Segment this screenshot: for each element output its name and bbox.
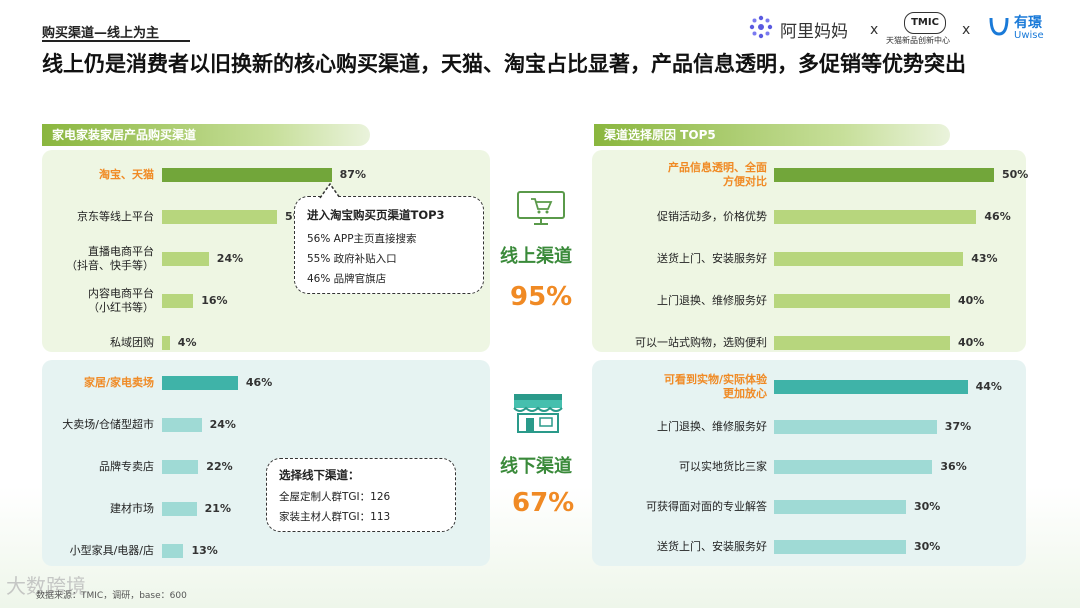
bar — [162, 376, 238, 390]
offline-channel-label: 线下渠道 — [500, 456, 572, 477]
callout-item: 46% 品牌官旗店 — [307, 273, 387, 285]
bar-category-label: 送货上门、安装服务好 — [657, 540, 767, 553]
watermark: 大数跨境 — [6, 574, 86, 598]
callout-item: 全屋定制人群TGI：126 — [279, 491, 391, 503]
bar — [774, 294, 950, 308]
data-source-note: 数据来源：TMIC，调研，base：600 — [36, 591, 187, 601]
offline-reason-chart: 可看到实物/实际体验 更加放心 44% 上门退换、维修服务好 37% 可以实地货比三家 3… — [592, 360, 1026, 566]
bar-category-label: 建材市场 — [110, 502, 154, 515]
logo-separator-1: x — [870, 22, 879, 38]
uwise-logo-cn: 有璟 — [1014, 15, 1042, 31]
bar — [774, 500, 906, 514]
bar-category-label: 上门退换、维修服务好 — [657, 420, 767, 433]
online-channel-label: 线上渠道 — [500, 246, 572, 267]
bar — [774, 252, 964, 266]
callout-item: 55% 政府补贴入口 — [307, 253, 397, 265]
bar-category-label: 内容电商平台 （小红书等） — [88, 287, 154, 314]
bar-category-label: 上门退换、维修服务好 — [657, 294, 767, 307]
taobao-entry-callout: 进入淘宝购买页渠道TOP3 56% APP主页直接搜索 55% 政府补贴入口 4… — [294, 196, 484, 294]
bar-category-label: 可以一站式购物，选购便利 — [635, 336, 767, 349]
tmic-logo: TMIC — [904, 12, 946, 34]
uwise-logo-en: Uwise — [1014, 30, 1044, 41]
bar-value-label: 46% — [245, 376, 273, 389]
uwise-logo — [988, 14, 1010, 44]
bar — [162, 336, 170, 350]
bar-value-label: 50% — [1002, 168, 1029, 181]
bar — [774, 210, 977, 224]
tmic-logo-subtitle: 天猫新品创新中心 — [886, 36, 950, 45]
uwise-mark-icon — [989, 17, 1009, 36]
bar-value-label: 24% — [216, 252, 244, 265]
bar-value-label: 13% — [191, 544, 218, 557]
bar-category-label: 送货上门、安装服务好 — [657, 252, 767, 265]
online-reason-chart: 产品信息透明、全面 方便对比 50% 促销活动多，价格优势 46% 送货上门、安装服务好… — [592, 150, 1029, 352]
bar — [162, 502, 197, 516]
bar — [162, 210, 278, 224]
bar — [162, 252, 209, 266]
offline-channel-percent: 67% — [512, 488, 575, 518]
bar-category-label: 淘宝、天猫 — [99, 168, 154, 181]
bar-value-label: 43% — [971, 252, 998, 265]
bar — [774, 420, 937, 434]
bar-category-label: 直播电商平台 （抖音、快手等） — [66, 245, 154, 272]
bar — [774, 168, 994, 182]
bar — [162, 418, 202, 432]
bar — [162, 294, 194, 308]
bar-value-label: 16% — [201, 294, 228, 307]
bar-value-label: 21% — [204, 502, 231, 515]
bar-value-label: 30% — [914, 500, 941, 513]
bar-value-label: 4% — [177, 336, 197, 349]
bar — [162, 544, 184, 558]
bar-value-label: 22% — [206, 460, 233, 473]
right-section-title: 渠道选择原因 TOP5 — [594, 124, 950, 146]
logo-separator-2: x — [962, 22, 971, 38]
bar — [774, 460, 933, 474]
section-title-underline — [42, 40, 190, 42]
headline: 线上仍是消费者以旧换新的核心购买渠道，天猫、淘宝占比显著，产品信息透明，多促销等… — [42, 52, 966, 76]
bar — [774, 380, 968, 394]
bar-value-label: 24% — [209, 418, 236, 431]
bar-category-label: 产品信息透明、全面 方便对比 — [668, 161, 767, 188]
bar-category-label: 可以实地货比三家 — [679, 460, 767, 473]
offline-channel-chart: 家居/家电卖场 46% 大卖场/仓储型超市 24% 品牌专卖店 22% 建材市场 21% 小型家… — [42, 360, 490, 566]
bar-value-label: 37% — [944, 420, 972, 433]
bar-value-label: 40% — [958, 336, 985, 349]
alimama-logo-text: 阿里妈妈 — [780, 22, 848, 42]
callout-pointer — [319, 182, 341, 199]
callout-title: 选择线下渠道： — [279, 468, 360, 482]
bar — [162, 168, 332, 182]
bar-value-label: 30% — [914, 540, 941, 553]
bar-value-label: 46% — [984, 210, 1011, 223]
bar-category-label: 可获得面对面的专业解答 — [646, 500, 767, 513]
bar-category-label: 京东等线上平台 — [77, 210, 154, 223]
bar-category-label: 可看到实物/实际体验 更加放心 — [663, 373, 767, 400]
bar-value-label: 87% — [339, 168, 366, 181]
store-icon — [513, 394, 563, 433]
left-section-title: 家电家装家居产品购买渠道 — [42, 124, 370, 146]
bar-value-label: 44% — [975, 380, 1002, 393]
monitor-cart-icon — [517, 191, 565, 225]
offline-reason-callout: 选择线下渠道： 全屋定制人群TGI：126 家装主材人群TGI：113 — [266, 458, 456, 532]
callout-title: 进入淘宝购买页渠道TOP3 — [307, 208, 445, 222]
bar — [162, 460, 199, 474]
bar — [774, 336, 950, 350]
bar-category-label: 大卖场/仓储型超市 — [62, 418, 154, 431]
bar-category-label: 小型家具/电器/店 — [69, 544, 154, 557]
bar-category-label: 品牌专卖店 — [99, 460, 154, 473]
online-reason-panel — [592, 150, 1026, 352]
callout-item: 56% APP主页直接搜索 — [307, 233, 417, 245]
callout-item: 家装主材人群TGI：113 — [279, 511, 391, 523]
bar-category-label: 私域团购 — [110, 336, 154, 349]
bar-category-label: 促销活动多，价格优势 — [657, 210, 767, 223]
alimama-logo — [748, 14, 774, 44]
bar-category-label: 家居/家电卖场 — [83, 376, 154, 389]
online-channel-percent: 95% — [510, 282, 573, 312]
bar-value-label: 40% — [958, 294, 985, 307]
bar — [774, 540, 906, 554]
section-title: 购买渠道—线上为主 — [42, 26, 160, 41]
alimama-mark-icon — [749, 15, 773, 39]
bar-value-label: 36% — [940, 460, 967, 473]
